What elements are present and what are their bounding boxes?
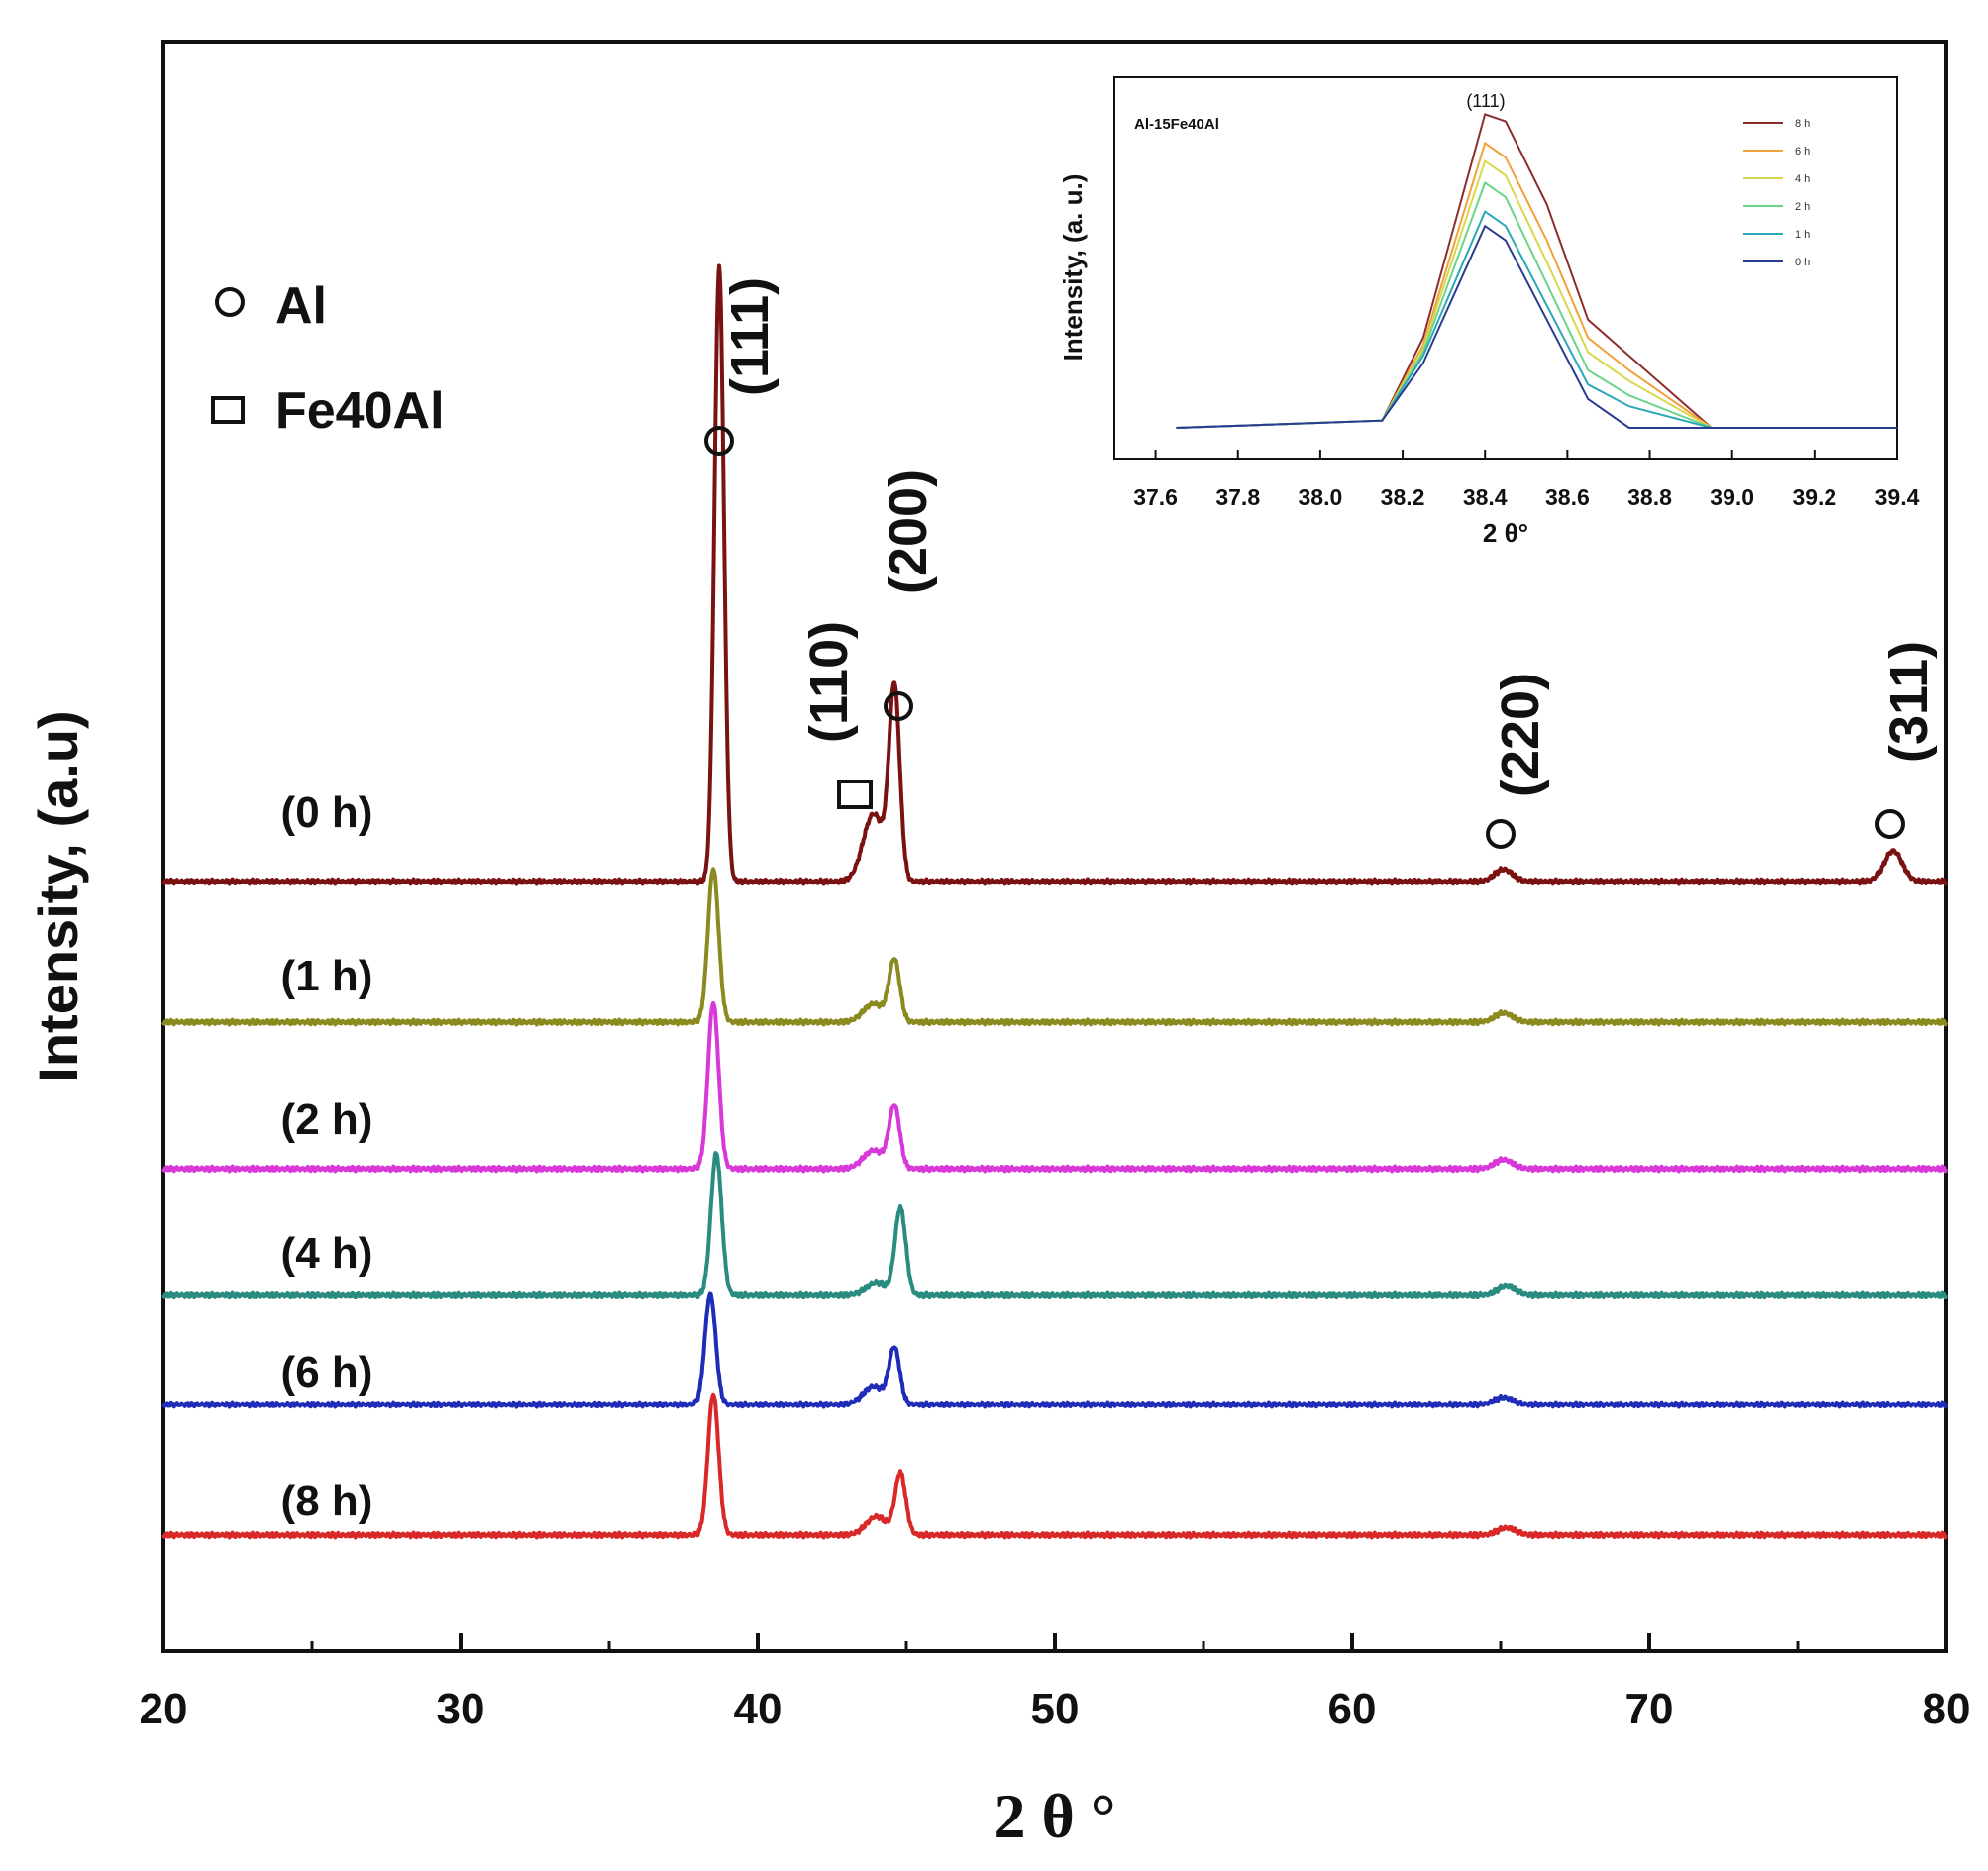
series-line-0h <box>161 263 1948 886</box>
series-label: (4 h) <box>281 1229 373 1278</box>
inset-chart: 37.6 37.8 38.0 38.2 38.4 38.6 38.8 39.0 39.2 39.4… <box>1058 76 1920 548</box>
peak-label: (220) <box>1491 673 1550 797</box>
series-line-6h <box>161 1291 1948 1409</box>
inset-x-tick-label: 39.0 <box>1710 484 1754 510</box>
main-y-axis-title: Intensity, (a.u) <box>27 710 89 1082</box>
main-x-tick-label: 20 <box>140 1685 188 1733</box>
main-x-ticks: 20 30 40 50 60 70 80 <box>140 1633 1971 1733</box>
legend-fe40al-square-icon <box>211 396 245 424</box>
inset-y-axis-title: Intensity, (a. u.) <box>1058 174 1088 362</box>
series-line-8h <box>161 1392 1948 1540</box>
inset-x-tick-label: 39.4 <box>1875 484 1920 510</box>
fe40al-square-marker-icon <box>837 780 873 809</box>
legend-fe40al-label: Fe40Al <box>275 382 445 440</box>
series-line-4h <box>161 1151 1948 1299</box>
inset-x-axis-title: 2 θ° <box>1483 518 1528 548</box>
series-label: (0 h) <box>281 788 373 837</box>
inset-series-line <box>1176 210 1897 429</box>
inset-peak-label: (111) <box>1466 91 1505 111</box>
main-x-tick-label: 30 <box>437 1685 485 1733</box>
legend-al-circle-icon <box>215 287 245 317</box>
inset-legend-label: 0 h <box>1795 257 1810 268</box>
inset-x-tick-label: 37.6 <box>1133 484 1178 510</box>
main-x-axis-title: 2 θ ° <box>994 1781 1116 1851</box>
series-label: (8 h) <box>281 1477 373 1525</box>
inset-legend-label: 1 h <box>1795 229 1810 241</box>
series-label: (6 h) <box>281 1348 373 1397</box>
legend-al-label: Al <box>275 277 327 335</box>
inset-x-tick-label: 38.2 <box>1381 484 1425 510</box>
inset-x-tick-label: 38.6 <box>1545 484 1590 510</box>
main-x-tick-label: 60 <box>1328 1685 1377 1733</box>
inset-x-ticks: 37.6 37.8 38.0 38.2 38.4 38.6 38.8 39.0 39.2 39.4 <box>1133 450 1920 510</box>
inset-x-tick-label: 38.8 <box>1627 484 1672 510</box>
inset-legend-label: 4 h <box>1795 173 1810 185</box>
inset-series-group <box>1176 113 1897 429</box>
inset-legend-label: 2 h <box>1795 201 1810 213</box>
main-series-group <box>161 263 1948 1540</box>
series-line-1h <box>161 867 1948 1027</box>
series-line-2h <box>161 1000 1948 1174</box>
peak-label: (110) <box>799 621 859 743</box>
inset-legend-label: 8 h <box>1795 118 1810 130</box>
al-circle-marker-icon <box>1875 809 1905 839</box>
main-x-tick-label: 50 <box>1031 1685 1080 1733</box>
inset-x-tick-label: 39.2 <box>1792 484 1836 510</box>
peak-label: (200) <box>879 469 938 594</box>
al-circle-marker-icon <box>704 426 734 456</box>
main-peak-annotations: (111) (110) (200) (220) (311) <box>704 277 1938 849</box>
main-legend: Al Fe40Al <box>211 277 445 440</box>
inset-series-line <box>1176 113 1897 429</box>
al-circle-marker-icon <box>1486 819 1516 849</box>
main-x-tick-label: 40 <box>734 1685 783 1733</box>
inset-legend-label: 6 h <box>1795 146 1810 157</box>
main-series-labels: (0 h) (1 h) (2 h) (4 h) (6 h) (8 h) <box>281 788 373 1525</box>
al-circle-marker-icon <box>884 691 913 721</box>
inset-title: Al-15Fe40Al <box>1134 116 1219 133</box>
inset-plot-frame <box>1113 76 1898 460</box>
inset-series-line <box>1176 224 1897 429</box>
main-x-tick-label: 70 <box>1625 1685 1674 1733</box>
peak-label: (311) <box>1879 641 1938 763</box>
main-x-tick-label: 80 <box>1923 1685 1971 1733</box>
series-label: (1 h) <box>281 952 373 1000</box>
inset-x-tick-label: 37.8 <box>1215 484 1260 510</box>
inset-legend: 8 h 6 h 4 h 2 h 1 h 0 h <box>1743 118 1810 268</box>
inset-x-tick-label: 38.4 <box>1463 484 1508 510</box>
inset-x-tick-label: 38.0 <box>1299 484 1343 510</box>
peak-label: (111) <box>720 277 780 396</box>
series-label: (2 h) <box>281 1095 373 1144</box>
